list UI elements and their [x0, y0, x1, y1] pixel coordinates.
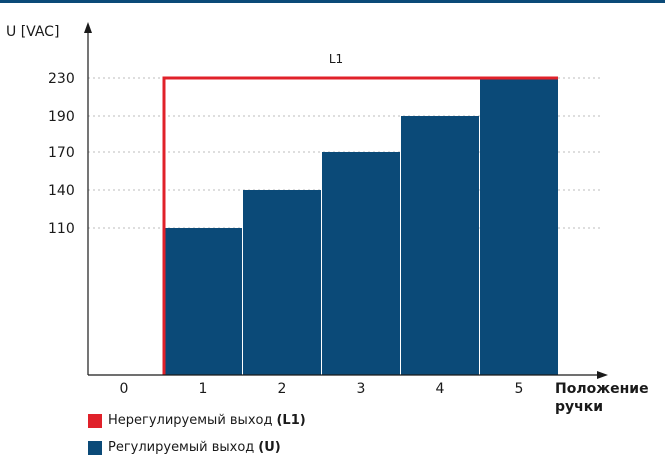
legend-bold-unregulated: (L1): [276, 413, 306, 428]
legend-swatch-red: [88, 413, 102, 428]
y-tick-label: 230: [48, 71, 75, 87]
x-tick-label: 2: [278, 381, 287, 397]
x-axis-label-line1: Положение: [555, 381, 649, 397]
x-axis-arrow-icon: [597, 371, 608, 379]
legend-item-unregulated: Нерегулируемый выход (L1): [88, 413, 306, 428]
x-tick-label: 5: [515, 381, 524, 397]
l1-line: [162, 76, 558, 375]
legend-swatch-blue: [88, 440, 102, 455]
legend-text-unregulated: Нерегулируемый выход: [108, 413, 273, 428]
y-tick-label: 190: [48, 109, 75, 125]
x-tick-label: 4: [436, 381, 445, 397]
y-tick-label: 170: [48, 145, 75, 161]
labels: U [VAC] Положение ручки: [6, 24, 649, 415]
x-axis-label-line2: ручки: [555, 399, 603, 415]
x-tick-label: 3: [357, 381, 366, 397]
top-rule: [0, 0, 665, 3]
x-tick-label: 1: [199, 381, 208, 397]
y-axis-label: U [VAC]: [6, 24, 59, 40]
legend-text-regulated: Регулируемый выход: [108, 440, 255, 455]
bar: [322, 152, 400, 375]
y-tick-label: 110: [48, 221, 75, 237]
y-axis-arrow-icon: [84, 22, 92, 33]
bar: [164, 228, 242, 375]
x-tick-label: 0: [120, 381, 129, 397]
y-ticks: 110 140 170 190 230: [48, 71, 75, 237]
y-tick-label: 140: [48, 183, 75, 199]
x-ticks: 0 1 2 3 4 5: [120, 381, 524, 397]
unregulated-line: L1: [162, 52, 558, 375]
bar: [401, 116, 479, 375]
legend-item-regulated: Регулируемый выход (U): [88, 440, 281, 455]
bars: [164, 78, 558, 375]
bar: [243, 190, 321, 375]
bar: [480, 78, 558, 375]
l1-label: L1: [329, 52, 343, 66]
axes: [84, 22, 608, 379]
legend-bold-regulated: (U): [258, 440, 281, 455]
